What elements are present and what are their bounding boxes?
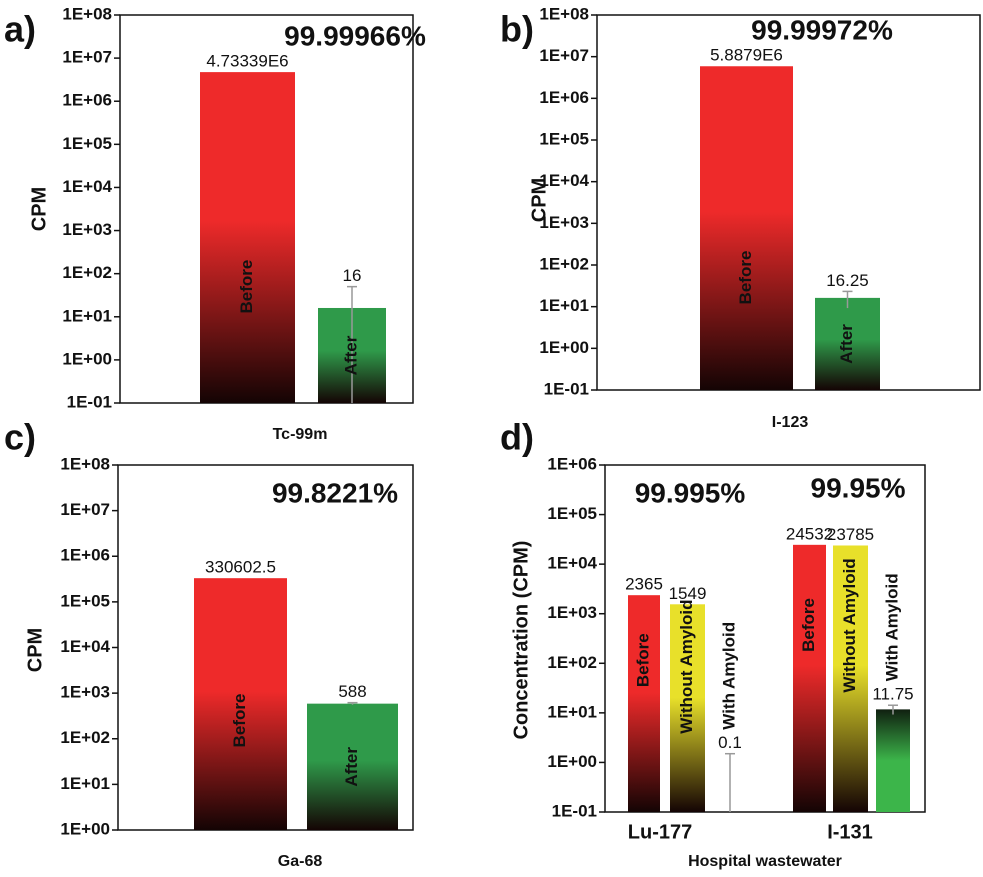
category-label: After [342,747,361,787]
plot-frame [604,464,926,813]
y-tick-label: 1E+00 [60,819,110,838]
bar [876,709,910,812]
panel-label: d) [500,417,534,458]
y-tick-label: 1E+03 [62,220,112,239]
y-tick-label: 1E+01 [62,306,112,325]
value-label: 11.75 [872,685,913,704]
series-label: Before [799,598,818,652]
x-axis-label: Tc-99m [273,426,328,443]
error-bar [347,701,358,705]
panel-label: a) [4,9,36,50]
panel-label: b) [500,9,534,50]
category-label: Before [736,251,755,305]
error-bar [842,290,853,309]
y-tick-label: 1E+08 [539,4,589,23]
y-tick-label: 1E+05 [547,504,597,523]
annotation: 99.995% [635,477,746,508]
y-tick-label: 1E+04 [62,177,112,196]
x-axis-label: Ga-68 [278,853,323,870]
y-tick-label: 1E+08 [62,4,112,23]
value-label: 1549 [669,584,707,603]
y-tick-label: 1E+03 [539,213,589,232]
y-tick-label: 1E+03 [547,603,597,622]
y-tick-label: 1E+00 [539,338,589,357]
value-label: 23785 [827,525,874,544]
y-tick-label: 1E+08 [60,454,110,473]
annotation: 99.99972% [751,14,893,45]
y-tick-label: 1E+02 [547,653,597,672]
x-tick-label: I-131 [827,821,873,843]
y-tick-label: 1E+01 [539,296,589,315]
category-label: After [837,324,856,364]
y-tick-label: 1E+05 [62,134,112,153]
bar [307,703,398,830]
y-tick-label: 1E+02 [60,728,110,747]
x-tick-label: Lu-177 [628,821,692,843]
bar [200,72,295,403]
y-tick-label: 1E+02 [539,254,589,273]
category-label: Before [237,260,256,314]
bar [815,297,880,390]
y-axis-label: CPM [28,187,50,231]
bar [628,595,660,812]
series-label: With Amyloid [719,622,738,730]
value-label: 16 [343,266,362,285]
bar [793,544,826,812]
series-label: Without Amyloid [677,599,696,733]
value-label: 2365 [625,575,663,594]
bar [670,604,705,812]
y-tick-label: 1E+01 [60,774,110,793]
y-tick-label: 1E+06 [547,454,597,473]
annotation: 99.8221% [272,477,398,508]
annotation: 99.95% [811,472,906,503]
x-axis-label: Hospital wastewater [688,853,842,870]
y-tick-label: 1E+02 [62,263,112,282]
x-axis-label: I-123 [772,414,809,431]
y-tick-label: 1E+06 [60,546,110,565]
bar [700,66,793,390]
y-tick-label: 1E+03 [60,683,110,702]
y-tick-label: 1E+06 [62,91,112,110]
y-tick-label: 1E-01 [544,379,589,398]
y-tick-label: 1E-01 [67,392,112,411]
y-tick-label: 1E+04 [60,637,110,656]
y-axis-label: Concentration (CPM) [510,541,532,740]
value-label: 330602.5 [205,558,276,577]
y-tick-label: 1E+06 [539,88,589,107]
category-label: Before [230,694,249,748]
value-label: 5.8879E6 [710,46,783,65]
y-tick-label: 1E+07 [539,46,589,65]
series-label: Before [633,633,652,687]
y-tick-label: 1E+07 [62,48,112,67]
bar [194,578,287,830]
y-tick-label: 1E-01 [552,801,597,820]
value-label: 24532 [786,524,833,543]
series-label: Without Amyloid [840,558,859,692]
value-label: 588 [338,682,366,701]
bar [833,545,868,812]
y-tick-label: 1E+00 [547,752,597,771]
y-tick-label: 1E+07 [60,500,110,519]
y-tick-label: 1E+04 [547,554,597,573]
y-axis-label: CPM [24,628,46,672]
error-bar [347,285,357,403]
y-axis-label: CPM [528,178,550,222]
value-label: 4.73339E6 [206,52,288,71]
panel-label: c) [4,417,36,458]
y-tick-label: 1E+05 [539,129,589,148]
y-tick-label: 1E+00 [62,349,112,368]
category-label: After [341,335,360,375]
value-label: 16.25 [826,271,869,290]
y-tick-label: 1E+05 [60,591,110,610]
y-tick-label: 1E+04 [539,171,589,190]
annotation: 99.99966% [284,20,426,51]
value-label: 0.1 [718,733,742,752]
series-label: With Amyloid [882,573,901,681]
error-bar [725,752,735,812]
error-bar [888,704,898,715]
y-tick-label: 1E+01 [547,702,597,721]
